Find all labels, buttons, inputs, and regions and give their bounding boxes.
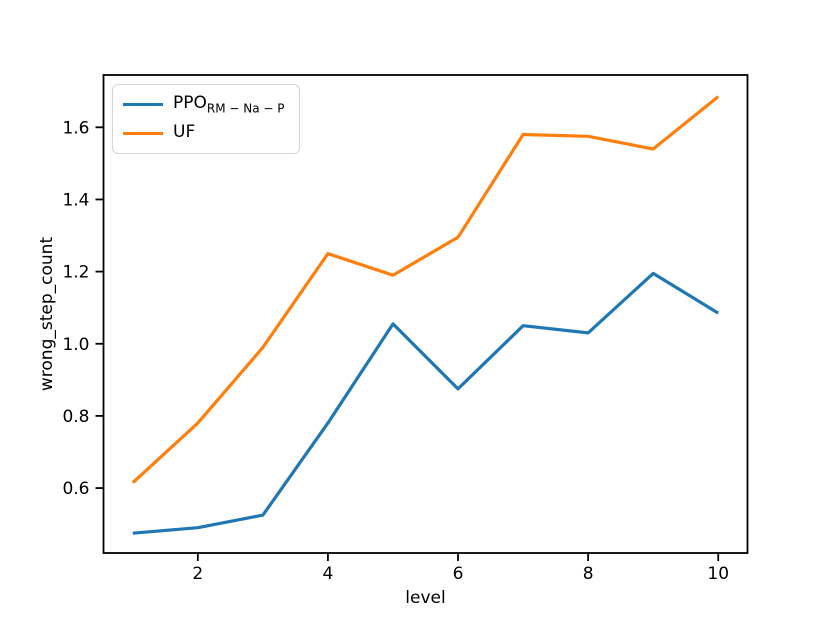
series-lines xyxy=(131,95,720,535)
y-tick-label: 1.4 xyxy=(62,190,89,210)
x-tick-label: 10 xyxy=(707,564,729,584)
legend: PPORM − Na − P UF xyxy=(112,84,300,154)
axes: 2 4 6 8 10 0.6 0.8 1.0 1.2 1.4 1.6 xyxy=(62,74,749,584)
y-tick-label: 0.6 xyxy=(62,479,89,499)
legend-item-ppo: PPORM − Na − P xyxy=(123,94,285,114)
legend-line-sample-ppo xyxy=(123,102,163,106)
y-tick-label: 0.8 xyxy=(62,407,89,427)
y-axis-label: wrong_step_count xyxy=(37,237,57,392)
x-tick-label: 2 xyxy=(192,564,203,584)
series-line-ppo xyxy=(132,271,720,535)
x-tick-label: 4 xyxy=(323,564,334,584)
y-tick-label: 1.6 xyxy=(62,118,89,138)
legend-label-ppo: PPORM − Na − P xyxy=(173,93,285,116)
legend-line-sample-uf xyxy=(123,131,163,136)
x-tick-label: 6 xyxy=(453,564,464,584)
x-axis-label: level xyxy=(405,588,445,608)
legend-label-uf: UF xyxy=(173,122,196,143)
x-tick-label: 8 xyxy=(583,564,594,584)
legend-item-uf: UF xyxy=(123,123,285,143)
plot-spines xyxy=(102,74,749,554)
y-tick-label: 1.2 xyxy=(62,263,89,283)
y-tick-label: 1.0 xyxy=(62,335,89,355)
series-line-uf xyxy=(131,95,720,484)
